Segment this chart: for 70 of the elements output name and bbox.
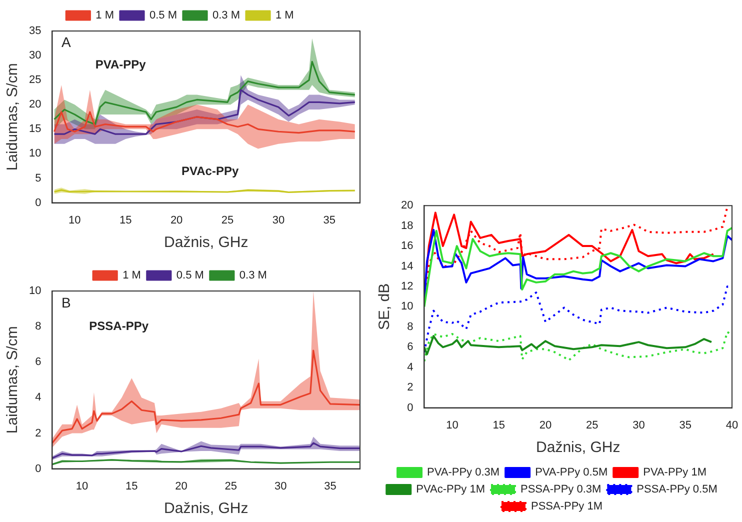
y-tick-label: 25	[28, 74, 42, 86]
annotation: A	[61, 34, 72, 50]
y-tick-label: 4	[35, 392, 42, 404]
y-tick-label: 12	[400, 280, 414, 293]
x-tick-label: 35	[323, 214, 336, 226]
y-tick-label: 14	[400, 260, 414, 272]
legend-label: 0.3 M	[212, 10, 240, 22]
x-tick-label: 20	[170, 214, 183, 226]
legend-label: 0.3 M	[239, 270, 267, 282]
y-tick-label: 16	[400, 240, 414, 252]
x-tick-label: 25	[221, 214, 234, 226]
annotation: PSSA-PPy	[89, 318, 149, 333]
x-axis-title: Dažnis, GHz	[164, 500, 248, 518]
legend-label: PSSA-PPy 1M	[530, 500, 603, 513]
y-tick-label: 4	[407, 361, 414, 374]
annotation: PVA-PPy	[95, 58, 146, 72]
x-axis-title: Dažnis, GHz	[164, 234, 248, 252]
x-tick-label: 40	[726, 419, 738, 432]
x-tick-label: 35	[679, 419, 692, 432]
y-tick-label: 18	[400, 220, 414, 232]
x-tick-label: 10	[446, 419, 458, 432]
y-tick-label: 15	[28, 123, 42, 136]
y-tick-label: 20	[28, 98, 42, 111]
y-tick-label: 2	[407, 382, 414, 394]
legend-label: 1 M	[276, 10, 294, 22]
legend-label: PVA-PPy 0.3M	[427, 466, 500, 479]
legend-label: 0.5 M	[149, 10, 178, 22]
y-tick-label: 0	[35, 196, 42, 209]
legend-label: PVA-PPy 0.5M	[535, 466, 608, 479]
y-tick-label: 8	[407, 320, 414, 333]
x-tick-label: 30	[272, 214, 285, 226]
y-tick-label: 5	[35, 172, 42, 184]
x-tick-label: 10	[76, 480, 88, 492]
y-tick-label: 10	[28, 148, 42, 160]
y-axis-title: Laidumas, S/cm	[4, 326, 22, 434]
x-tick-label: 20	[539, 419, 552, 432]
y-tick-label: 0	[35, 462, 42, 475]
y-tick-label: 6	[407, 341, 414, 354]
legend-label: 1 M	[96, 10, 114, 22]
legend-label: 0.5 M	[176, 270, 204, 282]
x-tick-label: 15	[119, 214, 132, 226]
x-tick-label: 25	[586, 419, 598, 432]
y-tick-label: 8	[35, 320, 42, 333]
legend-label: PVAc-PPy 1M	[416, 484, 485, 496]
y-axis-title: SE, dB	[376, 283, 394, 330]
x-tick-label: 15	[126, 480, 138, 492]
y-tick-label: 2	[35, 427, 42, 440]
legend-label: PSSA-PPy 0.3M	[520, 484, 602, 496]
line-series	[424, 330, 732, 362]
y-tick-label: 10	[28, 285, 42, 298]
x-tick-label: 35	[324, 480, 336, 492]
y-tick-label: 10	[400, 300, 414, 313]
x-tick-label: 15	[492, 419, 505, 432]
y-tick-label: 35	[28, 25, 42, 38]
y-tick-label: 20	[400, 200, 414, 212]
x-tick-label: 30	[274, 480, 287, 492]
y-tick-label: 0	[407, 402, 414, 414]
x-tick-label: 30	[632, 419, 645, 432]
y-axis-title: Laidumas, S/cm	[4, 63, 22, 171]
legend-label: 1 M	[122, 270, 141, 282]
x-axis-title: Dažnis, GHz	[536, 439, 620, 456]
legend-label: PVA-PPy 1M	[643, 466, 706, 479]
x-tick-label: 10	[68, 214, 81, 226]
legend-label: PSSA-PPy 0.5M	[636, 484, 718, 496]
y-tick-label: 30	[28, 50, 42, 62]
annotation: B	[61, 294, 71, 310]
annotation: PVAc-PPy	[181, 164, 239, 178]
x-tick-label: 20	[175, 480, 188, 492]
x-tick-label: 25	[224, 480, 238, 492]
y-tick-label: 6	[35, 356, 42, 368]
